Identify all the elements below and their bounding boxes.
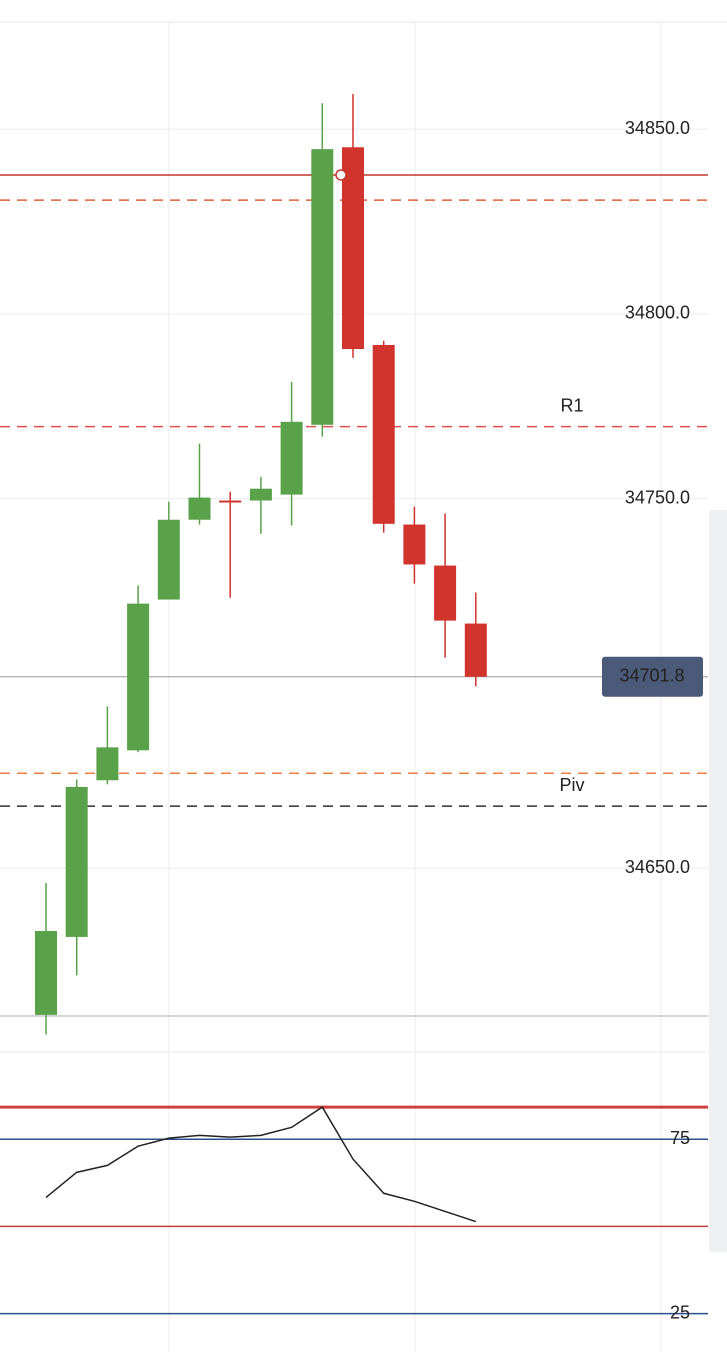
y-tick-label: 25 bbox=[670, 1302, 690, 1322]
last-price-badge: 34701.8 bbox=[602, 656, 703, 697]
y-tick-label: 75 bbox=[670, 1128, 690, 1148]
candle-body bbox=[219, 500, 242, 503]
candle-body bbox=[96, 747, 119, 781]
y-tick-label: 34750.0 bbox=[625, 487, 690, 507]
candle-body bbox=[434, 565, 457, 621]
candle-body bbox=[372, 344, 395, 524]
indicator-line bbox=[45, 1106, 477, 1223]
badge-bg bbox=[602, 656, 703, 697]
marker bbox=[335, 169, 347, 181]
candle-body bbox=[403, 524, 426, 565]
scrollbar bbox=[709, 510, 727, 1252]
level-label: Piv bbox=[559, 775, 584, 795]
y-tick-label: 34850.0 bbox=[625, 118, 690, 138]
y-tick-label: 34650.0 bbox=[625, 857, 690, 877]
candle-body bbox=[280, 421, 303, 495]
candle-body bbox=[127, 603, 150, 751]
candle-body bbox=[188, 497, 211, 520]
candle-body bbox=[311, 149, 334, 425]
level-label: R1 bbox=[560, 395, 583, 415]
candle-body bbox=[35, 931, 57, 1015]
candle-body bbox=[65, 786, 88, 937]
candle-body bbox=[249, 488, 272, 501]
candle-body bbox=[157, 519, 180, 600]
y-tick-label: 34800.0 bbox=[625, 303, 690, 323]
last-price-label: 34701.8 bbox=[619, 666, 684, 686]
candle-body bbox=[464, 623, 487, 677]
candle-body bbox=[342, 147, 364, 350]
